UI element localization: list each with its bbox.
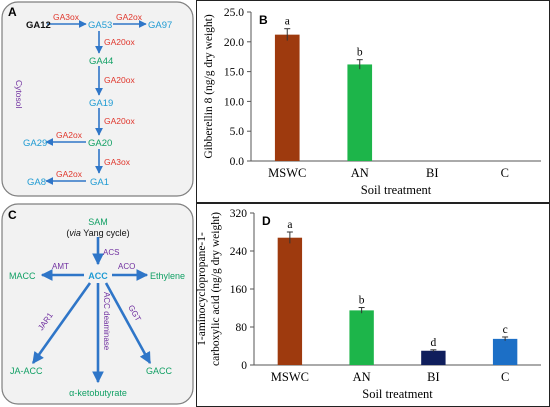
chart-b: B 0.0 5.0 10.0 15.0 20.0 25.0 a MSWC b AN BI C Soil t… bbox=[196, 0, 550, 203]
chart-b-x-axis-label: Soil treatment bbox=[361, 183, 432, 197]
node-ga1: GA1 bbox=[90, 177, 109, 188]
panel-c-label: C bbox=[8, 208, 17, 222]
chart-b-frame bbox=[196, 0, 550, 203]
chart-d-y-axis-label-line2: carboxylic acid (ng/g dry weight) bbox=[210, 212, 222, 366]
chart-b-y-axis-label: Gibberellin 8 (ng/g dry weight) bbox=[203, 14, 215, 159]
enzyme-ga19-ga20: GA20ox bbox=[104, 116, 135, 126]
chart-d-panel-label: D bbox=[262, 214, 271, 228]
chart-d-significance-letter: c bbox=[503, 324, 508, 336]
node-ga97: GA97 bbox=[148, 20, 172, 31]
node-ketobutyrate: α-ketobutyrate bbox=[69, 388, 127, 398]
chart-d-bar-bi bbox=[421, 350, 446, 365]
node-ethylene: Ethylene bbox=[150, 271, 185, 281]
enzyme-ga44-ga19: GA20ox bbox=[104, 75, 135, 85]
chart-d-bar-c bbox=[492, 338, 518, 365]
chart-d-x-tick-label: BI bbox=[427, 370, 440, 384]
chart-d: D 0 80 160 240 320 a MSWC b AN d BI c C Soil treatment… bbox=[196, 203, 550, 407]
chart-d-significance-letter: d bbox=[431, 337, 437, 349]
chart-b-significance-letter: b bbox=[357, 47, 363, 59]
chart-d-y-axis-label-line1: 1-aminocyclopropane-1- bbox=[196, 232, 208, 346]
chart-d-y-tick-label: 160 bbox=[230, 284, 248, 296]
node-macc: MACC bbox=[9, 271, 36, 281]
panel-a-frame bbox=[1, 1, 194, 197]
chart-d-significance-letter: a bbox=[287, 219, 292, 231]
chart-d-y-tick-label: 0 bbox=[241, 360, 247, 372]
node-ga12: GA12 bbox=[26, 20, 51, 31]
panel-b: B 0.0 5.0 10.0 15.0 20.0 25.0 a MSWC b AN BI C Soil t… bbox=[196, 0, 550, 203]
chart-b-x-tick-label: C bbox=[501, 166, 509, 180]
enzyme-acc-deaminase: ACC deaminase bbox=[102, 292, 111, 351]
node-sam-note: (via Yang cycle) bbox=[66, 228, 129, 238]
chart-d-significance-letter: b bbox=[359, 295, 365, 307]
compartment-label: Cytosol bbox=[14, 80, 24, 108]
node-ja-acc: JA-ACC bbox=[10, 366, 43, 376]
enzyme-ga1-ga8: GA2ox bbox=[56, 169, 83, 179]
node-ga44: GA44 bbox=[89, 56, 113, 67]
chart-b-y-tick-label: 25.0 bbox=[224, 7, 244, 19]
enzyme-ga20-ga1: GA3ox bbox=[104, 157, 131, 167]
chart-b-y-tick-label: 20.0 bbox=[224, 37, 244, 49]
panel-a-diagram: A GA12 GA53 GA97 GA44 GA19 GA20 GA29 GA1… bbox=[1, 1, 194, 197]
node-ga29: GA29 bbox=[23, 138, 47, 149]
enzyme-aco: ACO bbox=[118, 262, 135, 271]
chart-d-y-tick-label: 240 bbox=[230, 246, 248, 258]
panel-a: A GA12 GA53 GA97 GA44 GA19 GA20 GA29 GA1… bbox=[0, 0, 195, 198]
chart-b-bar-an bbox=[347, 64, 373, 161]
chart-b-x-tick-label: MSWC bbox=[268, 166, 306, 180]
chart-b-significance-letter: a bbox=[285, 16, 290, 28]
chart-b-bar-mswc bbox=[274, 34, 300, 162]
panel-a-label: A bbox=[8, 5, 17, 19]
chart-b-x-tick-label: BI bbox=[426, 166, 439, 180]
chart-d-x-tick-label: AN bbox=[353, 370, 371, 384]
node-ga20: GA20 bbox=[88, 138, 112, 149]
chart-d-x-axis-label: Soil treatment bbox=[362, 387, 433, 401]
chart-d-bar-an bbox=[349, 310, 374, 365]
chart-b-y-tick-label: 0.0 bbox=[230, 156, 245, 168]
chart-d-y-tick-label: 320 bbox=[230, 208, 248, 220]
chart-d-x-tick-label: C bbox=[501, 370, 509, 384]
enzyme-ga12-ga53: GA3ox bbox=[53, 12, 80, 22]
node-sam: SAM bbox=[88, 217, 108, 227]
panel-c-diagram: C SAM (via Yang cycle) ACC MACC Ethylene… bbox=[1, 203, 194, 405]
arrow-acc-ja-acc bbox=[31, 282, 92, 364]
chart-b-y-tick-label: 10.0 bbox=[224, 96, 244, 108]
chart-b-y-tick-label: 5.0 bbox=[230, 126, 245, 138]
panel-c: C SAM (via Yang cycle) ACC MACC Ethylene… bbox=[0, 203, 195, 407]
panel-d: D 0 80 160 240 320 a MSWC b AN d BI c C Soil treatment… bbox=[196, 203, 550, 407]
chart-d-frame bbox=[196, 203, 550, 407]
enzyme-ga20-ga29: GA2ox bbox=[56, 130, 83, 140]
node-acc: ACC bbox=[88, 271, 108, 281]
node-gacc: GACC bbox=[146, 366, 173, 376]
chart-d-y-tick-label: 80 bbox=[236, 322, 248, 334]
chart-b-x-tick-label: AN bbox=[351, 166, 369, 180]
enzyme-ga53-ga44: GA20ox bbox=[104, 37, 135, 47]
node-ga53: GA53 bbox=[88, 20, 112, 31]
enzyme-amt: AMT bbox=[52, 262, 69, 271]
node-ga19: GA19 bbox=[89, 98, 113, 109]
chart-d-x-tick-label: MSWC bbox=[271, 370, 309, 384]
enzyme-acs: ACS bbox=[103, 248, 119, 257]
chart-b-y-tick-label: 15.0 bbox=[224, 67, 244, 79]
enzyme-ga53-ga97: GA2ox bbox=[116, 12, 143, 22]
node-ga8: GA8 bbox=[27, 177, 46, 188]
chart-b-panel-label: B bbox=[259, 13, 268, 27]
chart-d-bar-mswc bbox=[277, 237, 303, 365]
arrow-acc-gacc bbox=[104, 282, 152, 365]
